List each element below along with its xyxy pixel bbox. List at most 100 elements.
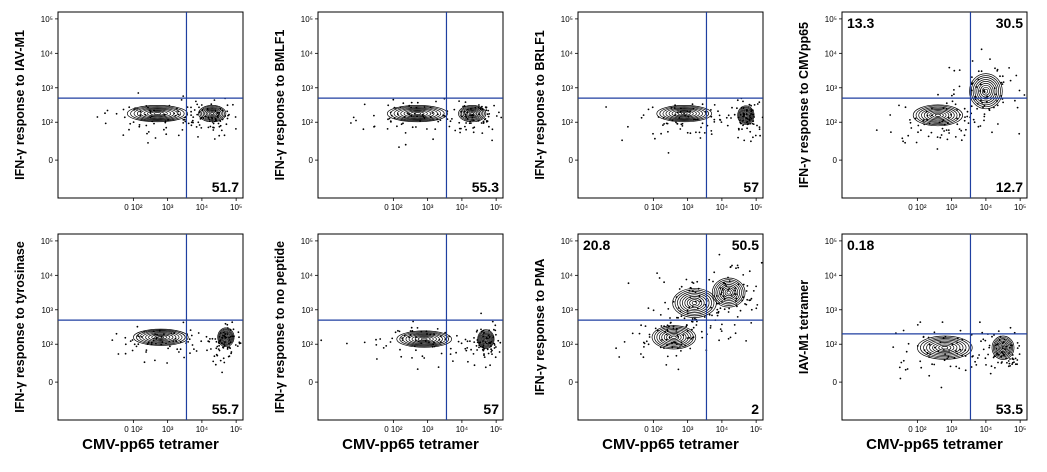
contour-line — [482, 335, 489, 343]
event-dot — [473, 364, 476, 367]
event-dot — [131, 349, 134, 352]
event-dot — [476, 349, 478, 351]
event-dot — [900, 361, 903, 364]
event-dot — [400, 123, 403, 126]
event-dot — [385, 345, 388, 347]
event-dot — [745, 290, 748, 292]
event-dot — [218, 134, 221, 137]
event-dot — [700, 330, 703, 333]
event-dot — [627, 282, 630, 285]
event-dot — [192, 116, 195, 118]
event-dot — [104, 122, 107, 125]
event-dot — [997, 330, 1000, 332]
event-dot — [122, 108, 125, 111]
event-dot — [640, 116, 643, 119]
event-dot — [455, 351, 457, 354]
event-dot — [765, 137, 767, 139]
event-dot — [718, 253, 721, 256]
y-tick-label: 10⁴ — [301, 49, 314, 58]
x-tick-label: 10⁴ — [456, 203, 469, 212]
event-dot — [398, 146, 400, 149]
event-dot — [695, 324, 698, 326]
event-dot — [736, 264, 739, 267]
event-dot — [449, 347, 452, 350]
event-dot — [1023, 94, 1026, 96]
event-dot — [485, 109, 488, 112]
event-dot — [936, 136, 939, 139]
y-tick-label: 10² — [561, 340, 573, 349]
contour-line — [972, 77, 1000, 106]
event-dot — [466, 340, 469, 343]
event-dot — [1011, 361, 1014, 364]
event-dot — [177, 134, 180, 137]
contour-line — [997, 342, 1009, 354]
contour-line — [139, 330, 183, 345]
event-dot — [411, 126, 414, 129]
contour-line — [983, 88, 989, 94]
event-dot — [716, 314, 719, 317]
event-dot — [1018, 345, 1021, 347]
event-dot — [647, 343, 650, 346]
event-dot — [890, 131, 892, 134]
x-tick-label: 10⁵ — [750, 203, 762, 212]
event-dot — [700, 126, 702, 129]
event-dot — [1009, 358, 1011, 360]
contour-line — [978, 83, 994, 100]
event-dot — [213, 138, 216, 140]
event-dot — [494, 324, 497, 327]
event-dot — [717, 110, 719, 113]
contour-line — [659, 105, 709, 122]
event-dot — [209, 125, 212, 128]
contour-line — [651, 325, 697, 350]
event-dot — [466, 347, 469, 349]
contour-line — [744, 113, 748, 117]
contour-line — [136, 107, 178, 120]
y-tick-label: 0 — [833, 156, 838, 165]
x-tick-label: 10³ — [162, 203, 174, 212]
event-dot — [748, 270, 751, 273]
quadrant-upper-left-value: 0.18 — [847, 237, 874, 253]
event-dot — [659, 314, 662, 316]
event-dot — [971, 76, 973, 78]
event-dot — [910, 127, 913, 129]
contour-line — [665, 107, 703, 120]
event-dot — [680, 123, 683, 126]
event-dot — [196, 103, 199, 106]
event-dot — [703, 132, 706, 134]
event-dot — [748, 104, 751, 106]
event-dot — [469, 340, 471, 342]
event-dot — [465, 128, 467, 131]
event-dot — [737, 136, 739, 139]
event-dot — [387, 118, 389, 121]
event-dot — [232, 103, 234, 106]
x-tick-label: 10⁵ — [230, 203, 242, 212]
event-dot — [1018, 132, 1021, 135]
event-dot — [731, 264, 733, 267]
event-dot — [491, 139, 493, 142]
event-dot — [902, 329, 905, 332]
event-dot — [701, 103, 704, 106]
y-tick-label: 10⁴ — [825, 49, 838, 58]
event-dot — [692, 326, 695, 329]
x-tick-label: 10³ — [946, 425, 958, 434]
event-dot — [218, 125, 221, 128]
event-dot — [221, 371, 224, 374]
event-dot — [212, 129, 215, 131]
event-dot — [967, 122, 970, 124]
event-dot — [902, 140, 904, 143]
contour-line — [662, 106, 706, 121]
event-dot — [423, 357, 426, 359]
contour-line — [681, 294, 708, 312]
event-dot — [470, 348, 472, 351]
event-dot — [1008, 362, 1011, 365]
contour-line — [668, 108, 700, 119]
event-dot — [939, 136, 942, 139]
contour-line — [981, 86, 990, 96]
event-dot — [166, 362, 169, 364]
contour-line — [743, 112, 749, 118]
event-dot — [627, 125, 629, 128]
event-dot — [951, 100, 954, 103]
contour-line — [722, 287, 735, 298]
event-dot — [451, 118, 453, 120]
contour-line — [390, 105, 445, 122]
